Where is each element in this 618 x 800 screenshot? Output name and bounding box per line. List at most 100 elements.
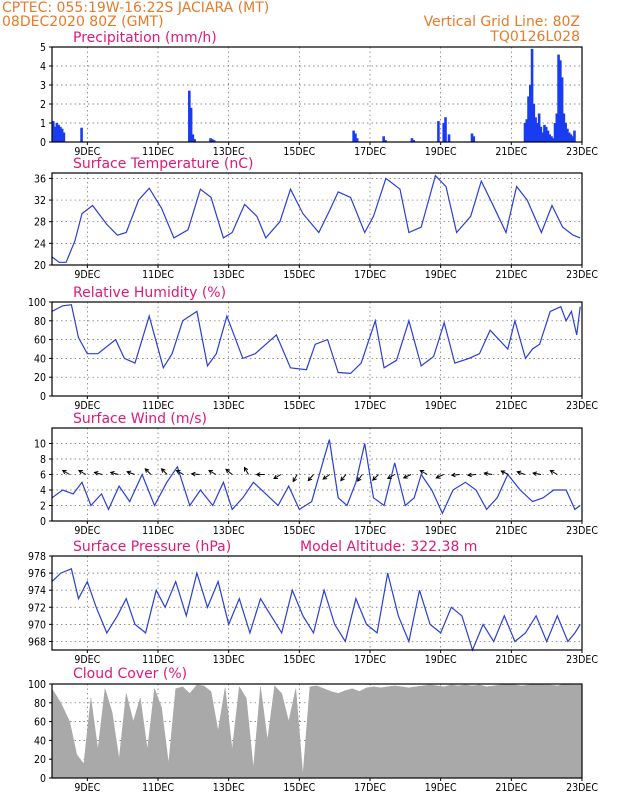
x-tick-label: 9DEC <box>74 525 100 537</box>
y-tick-label: 974 <box>28 585 46 597</box>
wind-arrow <box>78 469 87 475</box>
panel-title: Precipitation (mm/h) <box>73 30 217 46</box>
panel-frame <box>51 46 583 143</box>
x-tick-label: 21DEC <box>495 654 527 666</box>
series-line <box>51 439 581 515</box>
precip-bar <box>188 90 191 142</box>
wind-arrow-head <box>175 469 181 475</box>
panel-title: Cloud Cover (%) <box>73 666 187 682</box>
y-tick-label: 8 <box>40 454 46 466</box>
wind-arrow-head <box>357 477 362 482</box>
precip-bar <box>52 121 55 142</box>
precip-bar <box>529 85 532 142</box>
wind-arrow <box>483 471 493 476</box>
precip-bar <box>562 113 566 142</box>
wind-arrow <box>516 470 525 476</box>
wind-arrow <box>322 474 331 480</box>
x-tick-label: 13DEC <box>213 400 245 412</box>
wind-arrow-shaft <box>372 474 379 481</box>
precip-bar <box>189 107 193 142</box>
panel-relative_humidity: 0 20 40 60 80 100 9DEC 11DEC 13DEC 15DEC 17DEC 19DE… <box>28 285 598 412</box>
x-tick-label: 21DEC <box>495 525 527 537</box>
y-tick-label: 0 <box>40 391 46 403</box>
y-tick-label: 2 <box>40 99 46 111</box>
x-tick-label: 15DEC <box>283 146 315 158</box>
precip-bar <box>555 113 559 142</box>
wind-arrow <box>109 470 119 476</box>
precip-bar <box>384 140 387 142</box>
precip-bar <box>211 139 214 142</box>
wind-arrow-head <box>483 471 489 476</box>
precip-bar <box>442 123 446 142</box>
x-tick-label: 13DEC <box>213 269 245 281</box>
precip-bar <box>59 126 62 142</box>
y-tick-label: 970 <box>28 619 46 631</box>
precip-bar <box>553 123 557 142</box>
wind-arrow <box>386 474 395 480</box>
x-tick-label: 19DEC <box>425 525 457 537</box>
wind-arrow-head <box>61 469 67 475</box>
x-tick-label: 13DEC <box>213 654 245 666</box>
wind-arrow-head <box>255 472 261 477</box>
panel-cloud_cover: 0 20 40 60 80 100 9DEC 11DEC 13DEC 15DEC 17DEC 19DE… <box>28 666 598 794</box>
wind-arrow-head <box>549 469 555 475</box>
precip-bar <box>551 138 555 142</box>
y-tick-label: 20 <box>34 372 46 384</box>
wind-arrow <box>160 468 168 475</box>
wind-arrow <box>466 472 477 478</box>
precip-bar <box>536 123 539 142</box>
wind-arrow-shaft <box>387 474 395 479</box>
x-tick-label: 21DEC <box>495 400 527 412</box>
y-tick-label: 978 <box>28 551 46 563</box>
wind-arrow <box>144 468 152 475</box>
precip-bar <box>354 133 357 142</box>
precip-bar <box>191 134 195 142</box>
wind-arrow-head <box>273 474 279 480</box>
panel-frame <box>51 301 583 397</box>
y-tick-label: 100 <box>28 679 46 691</box>
wind-arrow-shaft <box>161 468 168 475</box>
y-tick-label: 20 <box>34 754 46 766</box>
x-tick-label: 19DEC <box>425 146 457 158</box>
y-tick-label: 24 <box>34 238 46 250</box>
precip-bar <box>55 123 59 142</box>
wind-arrow-head <box>243 466 249 472</box>
y-tick-label: 6 <box>40 470 46 482</box>
precip-bar <box>382 136 385 142</box>
y-tick-label: 100 <box>28 297 46 309</box>
precip-bar <box>527 96 530 142</box>
precip-bar <box>472 136 476 142</box>
wind-arrow-head <box>126 470 132 476</box>
cloud-area <box>51 683 583 779</box>
series-line <box>51 304 581 375</box>
y-tick-label: 28 <box>34 217 46 229</box>
y-tick-label: 4 <box>40 61 46 73</box>
header-code: TQ0126L028 <box>489 29 580 45</box>
wind-arrow <box>402 474 412 479</box>
x-tick-label: 15DEC <box>283 782 315 794</box>
y-tick-label: 4 <box>40 485 46 497</box>
series-line <box>51 174 581 263</box>
wind-arrow-shaft <box>94 471 103 475</box>
x-tick-label: 23DEC <box>566 782 598 794</box>
wind-arrow-shaft <box>307 474 314 481</box>
precip-bar <box>410 138 414 142</box>
wind-arrow-shaft <box>322 474 331 480</box>
wind-arrow <box>190 471 200 477</box>
wind-arrow-head <box>386 474 392 480</box>
wind-arrow <box>273 474 282 480</box>
x-tick-label: 21DEC <box>495 782 527 794</box>
precip-bar <box>53 126 57 142</box>
wind-arrow-shaft <box>191 473 200 475</box>
x-tick-label: 15DEC <box>283 269 315 281</box>
header-grid-line: Vertical Grid Line: 80Z <box>424 14 580 30</box>
wind-arrow-shaft <box>484 472 493 475</box>
wind-arrow-shaft <box>176 470 184 475</box>
wind-arrow-head <box>225 468 231 474</box>
wind-arrow <box>225 468 233 475</box>
precip-bar <box>543 124 546 142</box>
x-tick-label: 21DEC <box>495 269 527 281</box>
precip-bar <box>548 134 552 142</box>
wind-arrow-head <box>109 470 115 476</box>
